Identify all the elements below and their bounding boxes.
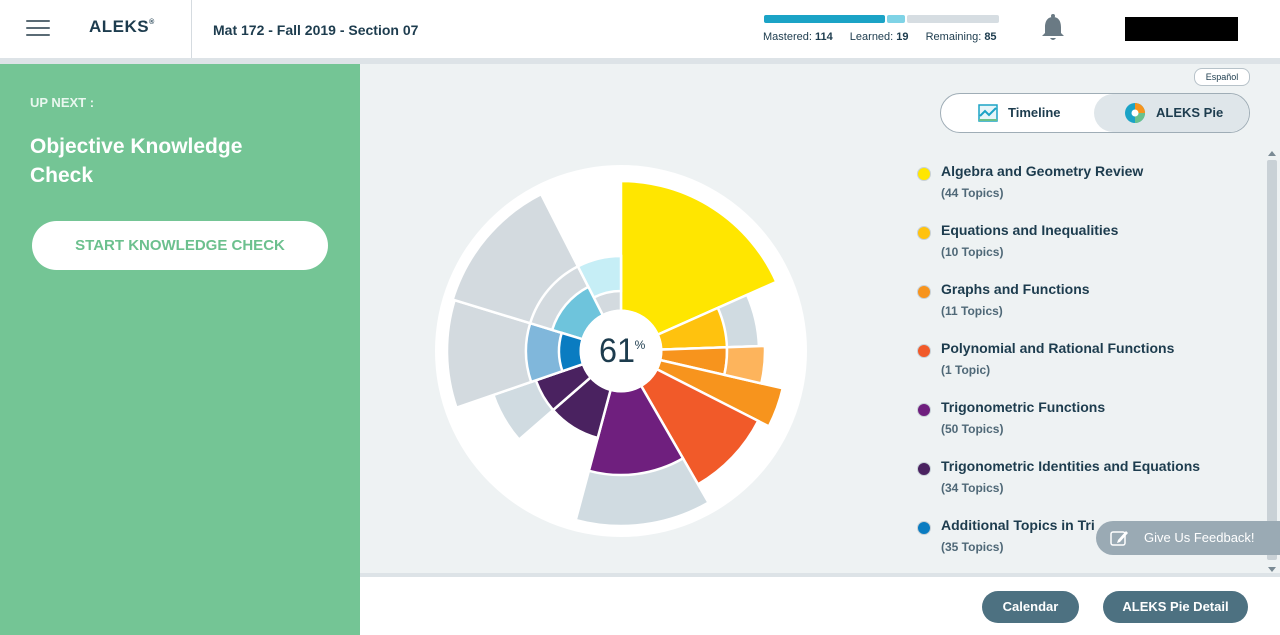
up-next-label: UP NEXT : (30, 95, 95, 110)
remaining-label: Remaining: (925, 31, 982, 43)
legend-topic-count: (1 Topic) (941, 363, 991, 377)
legend-topic-count: (34 Topics) (941, 481, 1004, 495)
calendar-button[interactable]: Calendar (982, 591, 1079, 623)
legend-color-dot (917, 403, 931, 417)
progress-mastered-segment (764, 15, 885, 23)
legend-color-dot (917, 462, 931, 476)
legend-color-dot (917, 521, 931, 535)
remaining-count: 85 (984, 31, 997, 43)
mastered-count: 114 (814, 31, 833, 43)
legend-topic-name: Trigonometric Identities and Equations (941, 458, 1201, 474)
pie-learned-sector[interactable] (722, 344, 767, 385)
footer-rule (360, 573, 1280, 577)
feedback-label: Give Us Feedback! (1144, 530, 1255, 545)
learned-count: 19 (896, 31, 909, 43)
legend-topic-count: (11 Topics) (941, 304, 1003, 318)
aleks-pie-view-button[interactable]: ALEKS Pie (1094, 94, 1249, 132)
pie-legend: Algebra and Geometry Review (44 Topics) Eq… (914, 160, 1264, 575)
feedback-pencil-icon (1110, 531, 1128, 546)
legend-color-dot (917, 285, 931, 299)
pie-center-percent-sign: % (635, 338, 646, 352)
legend-topic-count: (50 Topics) (941, 422, 1004, 436)
legend-topic-name: Equations and Inequalities (941, 222, 1119, 238)
course-title[interactable]: Mat 172 - Fall 2019 - Section 07 (213, 22, 419, 38)
aleks-pie-label: ALEKS Pie (1156, 105, 1224, 120)
timeline-view-button[interactable]: Timeline (941, 94, 1094, 132)
pie-chart-icon (1125, 103, 1145, 123)
legend-topic-name: Trigonometric Functions (941, 399, 1106, 415)
aleks-logo[interactable]: ALEKS® (89, 17, 155, 36)
legend-scroll-thumb[interactable] (1267, 160, 1277, 560)
legend-color-dot (917, 226, 931, 240)
timeline-icon (978, 104, 998, 122)
legend-color-dot (917, 344, 931, 358)
pie-center-percentage: 61 (599, 332, 635, 370)
top-header: ALEKS® Mat 172 - Fall 2019 - Section 07 … (0, 0, 1280, 58)
legend-color-dot (917, 167, 931, 181)
timeline-label: Timeline (1008, 105, 1061, 120)
progress-remaining-segment (907, 15, 999, 23)
give-feedback-button[interactable]: Give Us Feedback! (1096, 521, 1280, 555)
pie-center-circle (579, 309, 663, 393)
up-next-panel: UP NEXT : Objective Knowledge Check STAR… (0, 64, 360, 635)
aleks-pie-detail-button[interactable]: ALEKS Pie Detail (1103, 591, 1248, 623)
start-knowledge-check-button[interactable]: START KNOWLEDGE CHECK (32, 221, 328, 270)
legend-topic-name: Algebra and Geometry Review (941, 163, 1144, 179)
legend-topic-count: (35 Topics) (941, 540, 1004, 554)
notification-bell-icon[interactable] (1040, 13, 1066, 43)
legend-topic-name: Graphs and Functions (941, 281, 1090, 297)
header-divider (191, 0, 192, 58)
legend-topic-count: (44 Topics) (941, 186, 1004, 200)
header-rule (0, 58, 1280, 64)
progress-learned-segment (886, 15, 906, 23)
legend-topic-name: Polynomial and Rational Functions (941, 340, 1175, 356)
menu-icon[interactable] (26, 18, 50, 38)
progress-summary: Mastered: 114 Learned: 19 Remaining: 85 (763, 31, 997, 43)
learned-label: Learned: (849, 31, 894, 43)
language-toggle-link[interactable]: Español (1194, 68, 1250, 86)
view-toggle: Timeline ALEKS Pie (940, 93, 1250, 133)
scroll-down-arrow-icon[interactable] (1268, 567, 1276, 572)
mastered-label: Mastered: (763, 31, 812, 43)
legend-topic-name: Additional Topics in Tri (941, 517, 1095, 533)
legend-topic-count: (10 Topics) (941, 245, 1004, 259)
scroll-up-arrow-icon[interactable] (1268, 151, 1276, 156)
next-objective-title: Objective Knowledge Check (30, 135, 243, 187)
user-account-box[interactable] (1125, 17, 1238, 41)
aleks-pie-chart[interactable]: 61% (430, 160, 812, 542)
progress-bar (764, 15, 999, 23)
